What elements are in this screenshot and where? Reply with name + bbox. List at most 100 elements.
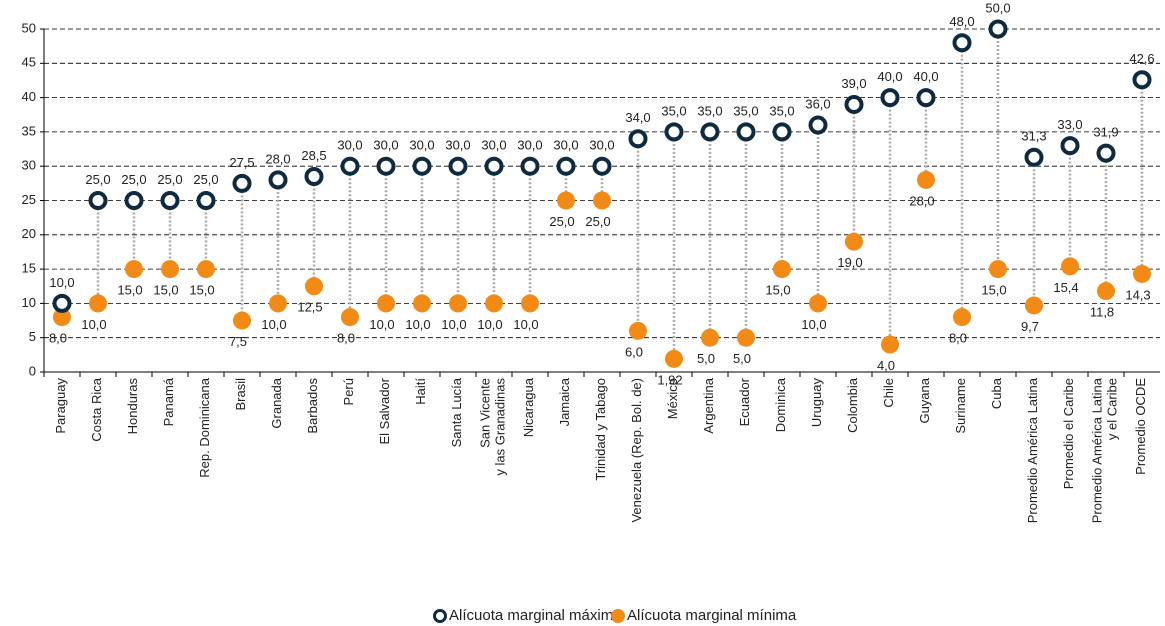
max-dot (592, 156, 612, 176)
x-tick-label: Uruguay (809, 378, 824, 428)
max-dot (160, 191, 180, 210)
max-dot (952, 33, 972, 53)
y-tick-label: 30 (22, 158, 36, 173)
min-dot (1133, 264, 1151, 283)
min-value-label: 5,0 (733, 351, 751, 366)
x-tick-label: Dominica (773, 377, 788, 432)
max-value-label: 35,0 (661, 103, 686, 118)
min-value-label: 10,0 (369, 317, 394, 332)
min-value-label: 8,0 (337, 331, 355, 346)
max-dot (448, 156, 468, 176)
max-dot (196, 191, 216, 210)
max-value-label: 33,0 (1057, 117, 1082, 132)
min-value-label: 1,92 (657, 372, 682, 387)
min-value-label: 10,0 (81, 317, 106, 332)
min-value-label: 15,0 (189, 283, 214, 298)
x-tick-label: Barbados (305, 378, 320, 434)
max-dot (736, 122, 756, 142)
max-dot (808, 115, 828, 135)
min-value-label: 8,0 (49, 331, 67, 346)
x-tick-label: San Vicentey las Granadinas (478, 378, 508, 476)
min-dot (593, 191, 611, 210)
min-dot (989, 260, 1007, 279)
min-dot (125, 260, 143, 279)
legend-label: Alícuota marginal máxima (449, 607, 622, 624)
x-tick-label: Promedio el Caribe (1061, 378, 1076, 489)
y-tick-label: 10 (22, 295, 36, 310)
min-dot (845, 232, 863, 251)
min-value-label: 19,0 (837, 255, 862, 270)
max-dot (556, 156, 576, 176)
max-value-label: 30,0 (337, 138, 362, 153)
min-dot (665, 349, 683, 368)
max-dot (52, 293, 72, 313)
x-tick-label: Promedio América Latinay el Caribe (1090, 377, 1120, 523)
min-value-label: 9,7 (1021, 319, 1039, 334)
y-tick-label: 20 (22, 226, 36, 241)
x-tick-label: Venezuela (Rep. Bol. de) (629, 378, 644, 523)
x-tick-label: Paraguay (53, 378, 68, 434)
min-dot (341, 308, 359, 327)
max-value-label: 28,0 (265, 151, 290, 166)
max-dot (880, 88, 900, 108)
max-dot (628, 129, 648, 149)
x-tick-label: Perú (341, 378, 356, 405)
max-dot (916, 88, 936, 108)
max-value-label: 30,0 (517, 138, 542, 153)
y-tick-label: 45 (22, 55, 36, 70)
max-value-label: 40,0 (877, 69, 902, 84)
x-tick-label: Santa Lucía (449, 377, 464, 447)
max-value-label: 40,0 (913, 69, 938, 84)
max-value-label: 30,0 (409, 138, 434, 153)
min-dot (89, 294, 107, 313)
x-tick-label: Haití (413, 378, 428, 405)
max-value-label: 36,0 (805, 96, 830, 111)
max-value-label: 35,0 (769, 103, 794, 118)
x-tick-label: El Salvador (377, 377, 392, 444)
x-tick-label: Suriname (953, 378, 968, 434)
min-dot (305, 277, 323, 296)
min-value-label: 14,3 (1125, 287, 1150, 302)
min-value-label: 10,0 (477, 317, 502, 332)
max-value-label: 25,0 (193, 172, 218, 187)
min-dot (413, 294, 431, 313)
min-value-label: 25,0 (585, 214, 610, 229)
max-dot (1132, 70, 1152, 90)
max-value-label: 30,0 (373, 138, 398, 153)
min-dot (881, 335, 899, 354)
x-tick-label: Granada (269, 377, 284, 428)
min-value-label: 15,0 (981, 283, 1006, 298)
min-dot (449, 294, 467, 313)
max-value-label: 30,0 (445, 138, 470, 153)
min-value-label: 6,0 (625, 344, 643, 359)
max-value-label: 39,0 (841, 76, 866, 91)
max-dot (376, 156, 396, 176)
x-tick-label: Argentina (701, 377, 716, 433)
max-dot (1024, 147, 1044, 167)
min-dot (953, 308, 971, 327)
x-tick-label: Trinidad y Tabago (593, 378, 608, 481)
min-value-label: 15,0 (117, 283, 142, 298)
max-dot (88, 191, 108, 210)
x-tick-label: Guyana (917, 377, 932, 423)
max-value-label: 28,5 (301, 148, 326, 163)
min-dot (521, 294, 539, 313)
max-value-label: 27,5 (229, 155, 254, 170)
max-dot (520, 156, 540, 176)
max-dot (988, 19, 1008, 39)
min-dot (233, 311, 251, 330)
max-dot (340, 156, 360, 176)
legend-label: Alícuota marginal mínima (627, 607, 797, 624)
min-dot (1025, 296, 1043, 315)
min-value-label: 15,4 (1053, 280, 1078, 295)
x-tick-label: Panamá (161, 377, 176, 426)
y-tick-label: 40 (22, 89, 36, 104)
min-value-label: 11,8 (1090, 304, 1114, 319)
max-value-label: 35,0 (697, 103, 722, 118)
x-tick-label: Promedio América Latina (1025, 377, 1040, 523)
x-tick-label: Cuba (989, 377, 1004, 409)
max-dot (700, 122, 720, 142)
max-dot (1096, 143, 1116, 163)
min-value-label: 10,0 (513, 317, 538, 332)
